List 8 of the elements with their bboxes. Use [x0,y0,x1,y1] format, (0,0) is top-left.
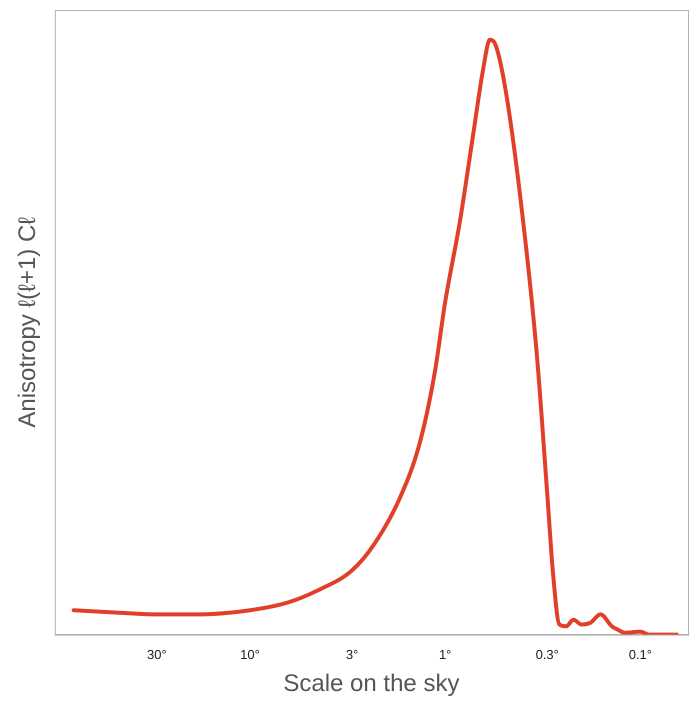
x-tick-label: 1° [438,646,452,662]
y-axis-title: Anisotropy ℓ(ℓ+1) Cℓ [14,216,42,428]
x-axis-title: Scale on the sky [283,670,460,698]
x-tick-label: 0.1° [628,646,652,662]
x-tick-label: 30° [147,646,167,662]
x-tick-label: 3° [346,646,358,662]
x-tick-label: 0.3° [536,646,559,662]
x-tick-label: 10° [240,646,260,662]
